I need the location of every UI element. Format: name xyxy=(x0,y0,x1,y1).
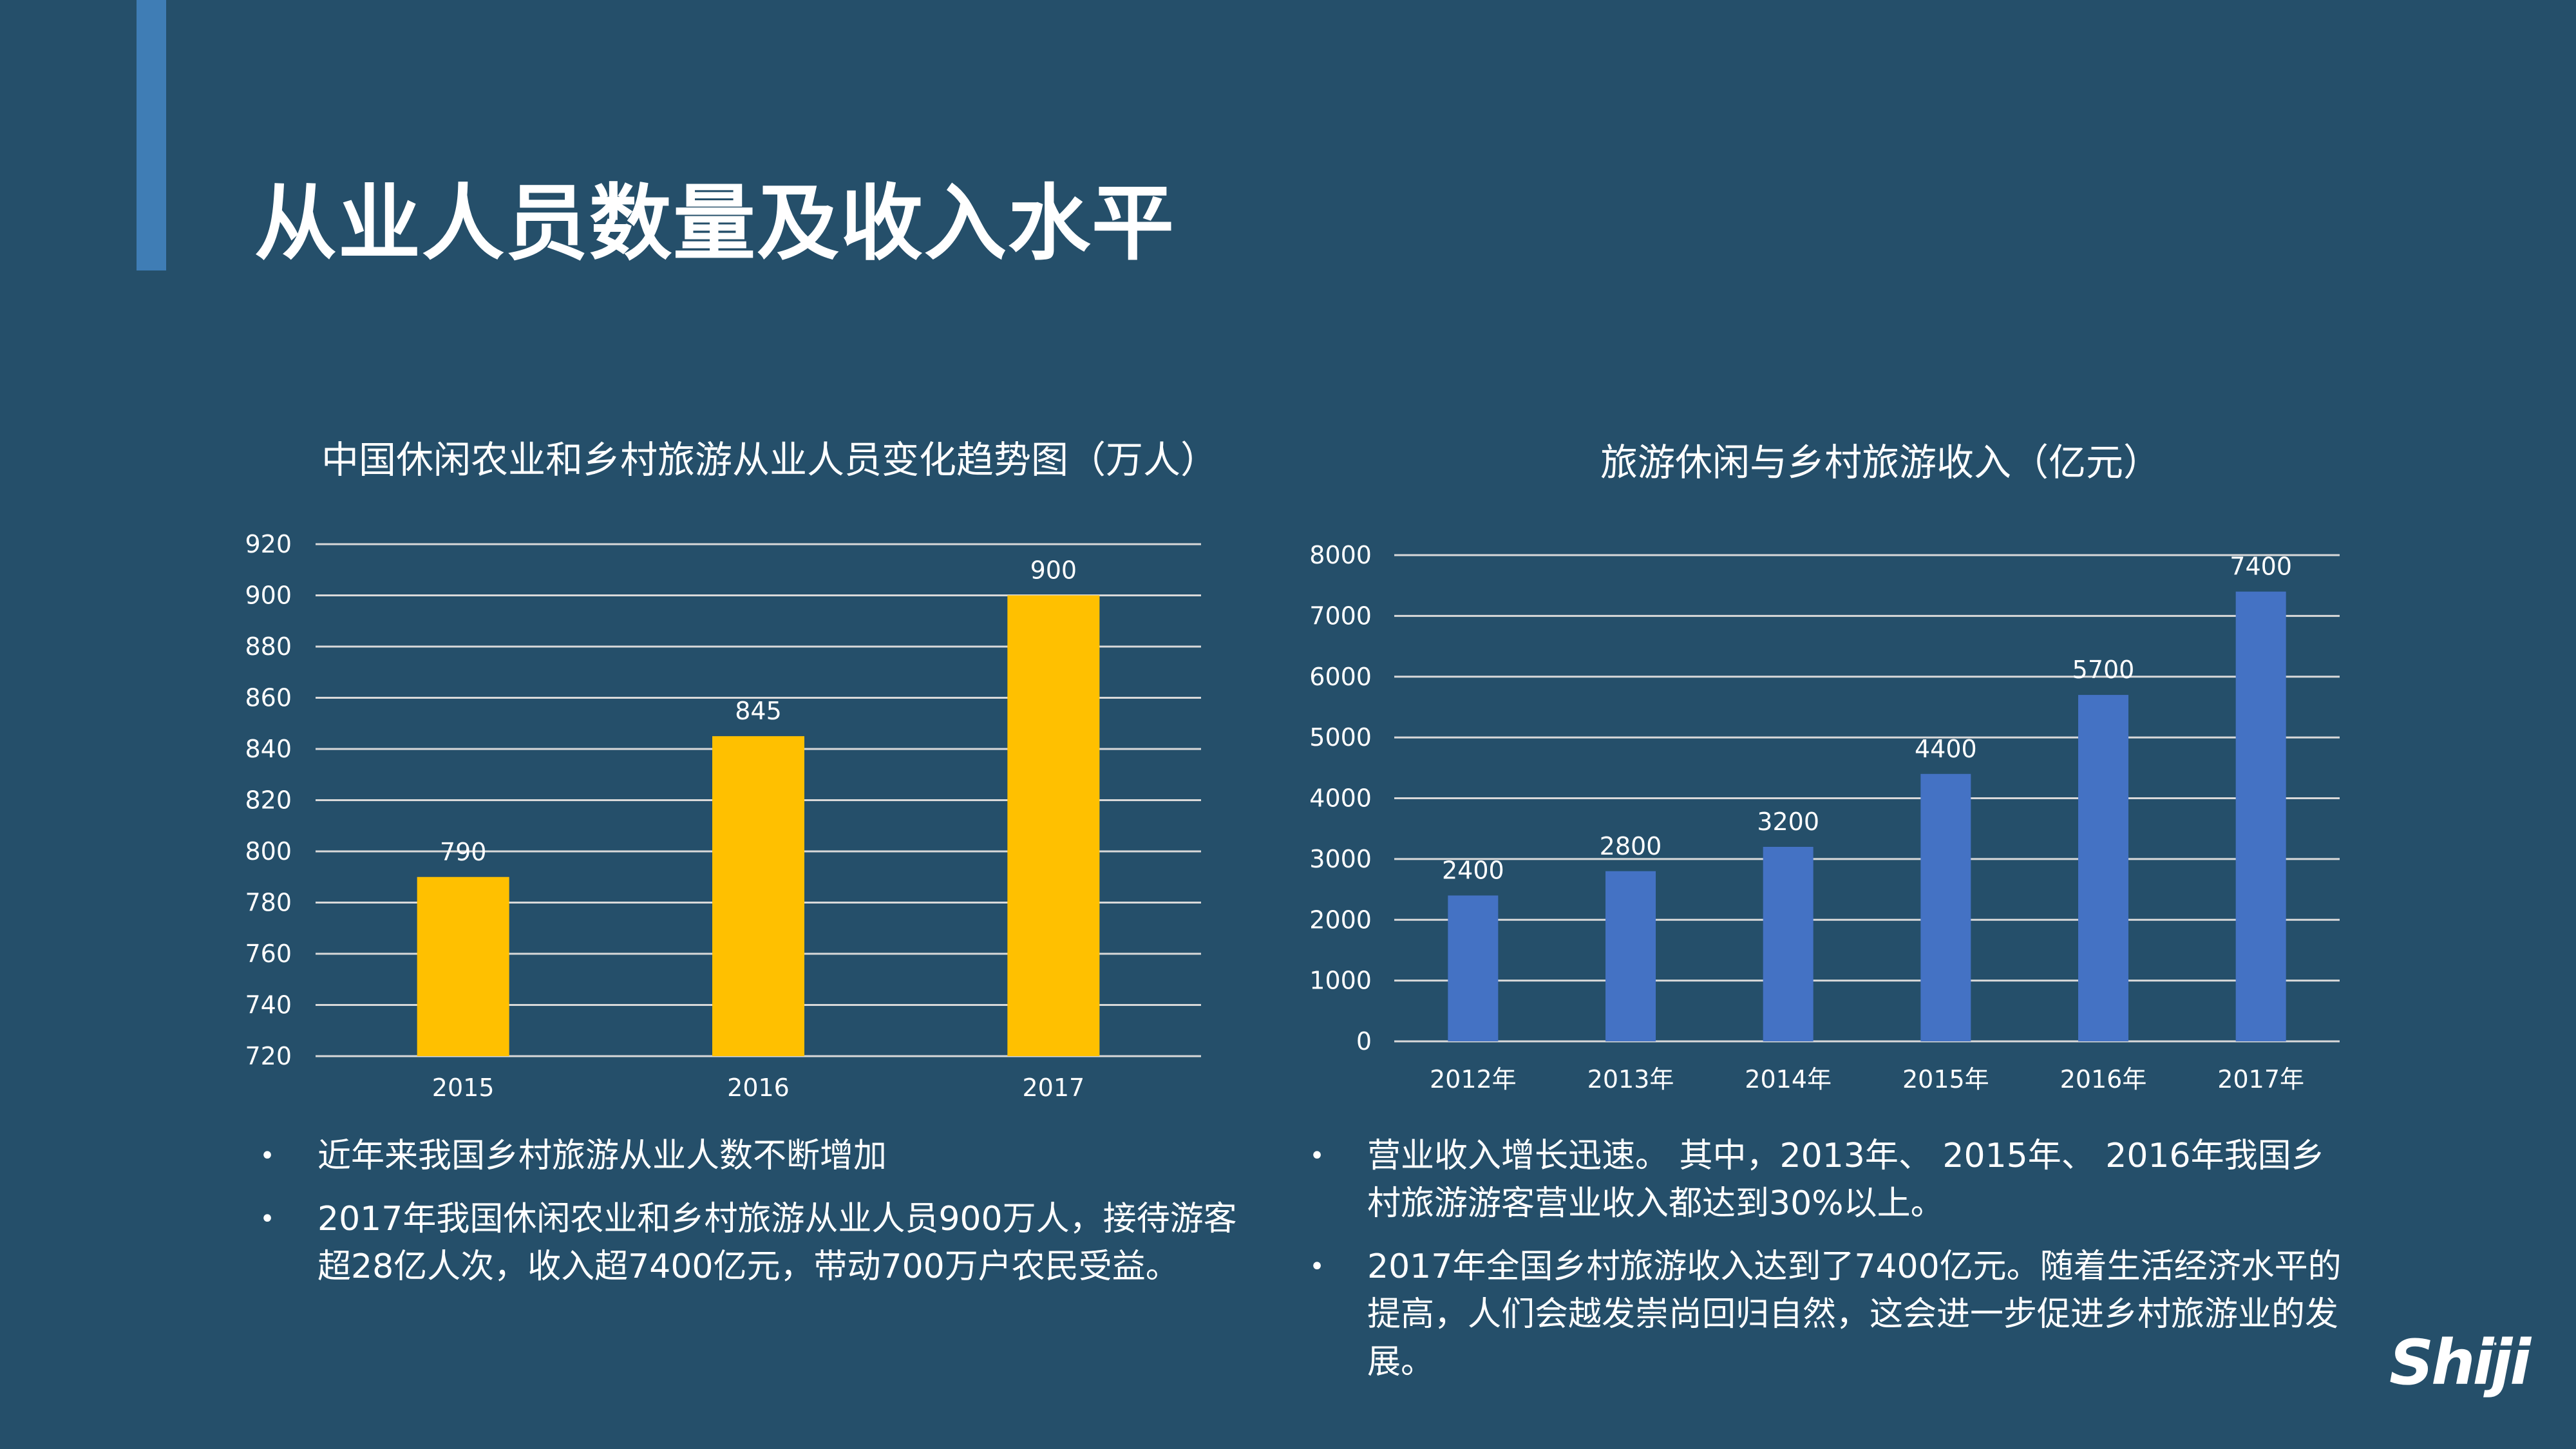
bar xyxy=(2235,591,2286,1041)
y-tick-label: 1000 xyxy=(1309,967,1372,995)
data-label: 7400 xyxy=(2230,553,2292,581)
bar xyxy=(417,876,509,1056)
bar xyxy=(1605,871,1656,1041)
y-tick-label: 760 xyxy=(245,940,292,968)
bar xyxy=(1448,895,1499,1041)
y-tick-label: 7000 xyxy=(1309,601,1372,630)
data-label: 5700 xyxy=(2072,656,2135,684)
y-tick-label: 6000 xyxy=(1309,663,1372,691)
y-tick-label: 880 xyxy=(245,632,292,661)
y-tick-label: 920 xyxy=(245,530,292,558)
bullet-icon: • xyxy=(260,1204,275,1234)
y-tick-label: 5000 xyxy=(1309,723,1372,752)
x-category-label: 2012年 xyxy=(1430,1065,1517,1094)
right-bullet-text: 2017年全国乡村旅游收入达到了7400亿元。随着生活经济水平的提高，人们会越发… xyxy=(1367,1247,2342,1381)
x-category-label: 2015 xyxy=(432,1074,495,1102)
x-category-label: 2016 xyxy=(727,1074,790,1102)
accent-bar xyxy=(137,0,166,270)
logo-dots-icon: ··· xyxy=(2492,1333,2515,1356)
left-bullet-list: • 近年来我国乡村旅游从业人数不断增加 • 2017年我国休闲农业和乡村旅游从业人员… xyxy=(254,1132,1259,1306)
y-tick-label: 840 xyxy=(245,735,292,763)
right-bullet-item: • 营业收入增长迅速。 其中，2013年、 2015年、 2016年我国乡村旅游游… xyxy=(1304,1132,2347,1227)
x-category-label: 2014年 xyxy=(1745,1065,1832,1094)
data-label: 2800 xyxy=(1600,832,1662,860)
bar xyxy=(1007,595,1100,1056)
y-tick-label: 4000 xyxy=(1309,784,1372,813)
x-category-label: 2017 xyxy=(1022,1074,1084,1102)
bullet-icon: • xyxy=(1309,1141,1325,1171)
right-chart-title: 旅游休闲与乡村旅游收入（亿元） xyxy=(1600,440,2161,484)
left-bullet-item: • 2017年我国休闲农业和乡村旅游从业人员900万人，接待游客超28亿人次，收入… xyxy=(254,1195,1259,1291)
data-label: 4400 xyxy=(1915,735,1977,763)
x-category-label: 2016年 xyxy=(2060,1065,2147,1094)
right-bullet-text: 营业收入增长迅速。 其中，2013年、 2015年、 2016年我国乡村旅游游客… xyxy=(1367,1137,2325,1223)
y-tick-label: 780 xyxy=(245,889,292,917)
data-label: 845 xyxy=(735,697,782,725)
bullet-icon: • xyxy=(260,1141,275,1171)
data-label: 900 xyxy=(1030,556,1077,585)
data-label: 2400 xyxy=(1442,857,1504,885)
page-title: 从业人员数量及收入水平 xyxy=(254,176,1176,272)
y-tick-label: 740 xyxy=(245,991,292,1019)
data-label: 790 xyxy=(440,838,487,866)
y-tick-label: 0 xyxy=(1356,1027,1372,1056)
bar xyxy=(1763,847,1814,1041)
y-tick-label: 3000 xyxy=(1309,845,1372,873)
bar xyxy=(1920,773,1971,1041)
y-tick-label: 800 xyxy=(245,837,292,866)
x-category-label: 2013年 xyxy=(1587,1065,1674,1094)
left-bullet-text: 近年来我国乡村旅游从业人数不断增加 xyxy=(317,1137,887,1175)
y-tick-label: 900 xyxy=(245,582,292,610)
x-category-label: 2015年 xyxy=(1902,1065,1989,1094)
right-bullet-item: • 2017年全国乡村旅游收入达到了7400亿元。随着生活经济水平的提高，人们会越… xyxy=(1304,1243,2347,1386)
x-category-label: 2017年 xyxy=(2217,1065,2304,1094)
left-bullet-text: 2017年我国休闲农业和乡村旅游从业人员900万人，接待游客超28亿人次，收入超… xyxy=(317,1200,1237,1286)
y-tick-label: 860 xyxy=(245,684,292,712)
y-tick-label: 2000 xyxy=(1309,905,1372,934)
data-label: 3200 xyxy=(1757,808,1819,836)
y-tick-label: 8000 xyxy=(1309,541,1372,569)
left-bullet-item: • 近年来我国乡村旅游从业人数不断增加 xyxy=(254,1132,1259,1180)
bullet-icon: • xyxy=(1309,1252,1325,1282)
y-tick-label: 820 xyxy=(245,786,292,815)
right-bullet-list: • 营业收入增长迅速。 其中，2013年、 2015年、 2016年我国乡村旅游游… xyxy=(1304,1132,2347,1401)
bar xyxy=(712,736,804,1056)
left-chart-title: 中国休闲农业和乡村旅游从业人员变化趋势图（万人） xyxy=(321,438,1218,482)
shiji-logo: Shiji xyxy=(2389,1327,2531,1399)
bar xyxy=(2078,695,2128,1041)
y-tick-label: 720 xyxy=(245,1042,292,1070)
